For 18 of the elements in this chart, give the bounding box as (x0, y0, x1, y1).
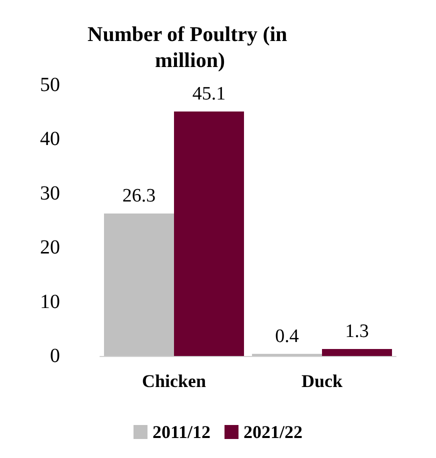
bar (104, 213, 174, 356)
legend-label: 2011/12 (152, 422, 211, 442)
y-tick-label: 0 (50, 345, 60, 367)
data-label: 26.3 (122, 185, 156, 206)
data-label: 45.1 (192, 84, 226, 105)
bar (322, 348, 392, 356)
data-label: 0.4 (275, 326, 300, 347)
legend-label: 2021/22 (244, 422, 303, 442)
data-label: 1.3 (345, 320, 369, 342)
y-tick-label: 30 (40, 182, 60, 204)
y-tick-label: 10 (40, 290, 60, 313)
x-tick-label: Chicken (142, 371, 206, 391)
x-tick-label: Duck (301, 371, 343, 391)
bar (174, 112, 244, 356)
y-tick-label: 50 (40, 74, 60, 96)
chart-title: Number of Poultry (in million) (88, 22, 292, 72)
y-tick-label: 40 (40, 128, 60, 150)
y-tick-label: 20 (40, 236, 60, 259)
